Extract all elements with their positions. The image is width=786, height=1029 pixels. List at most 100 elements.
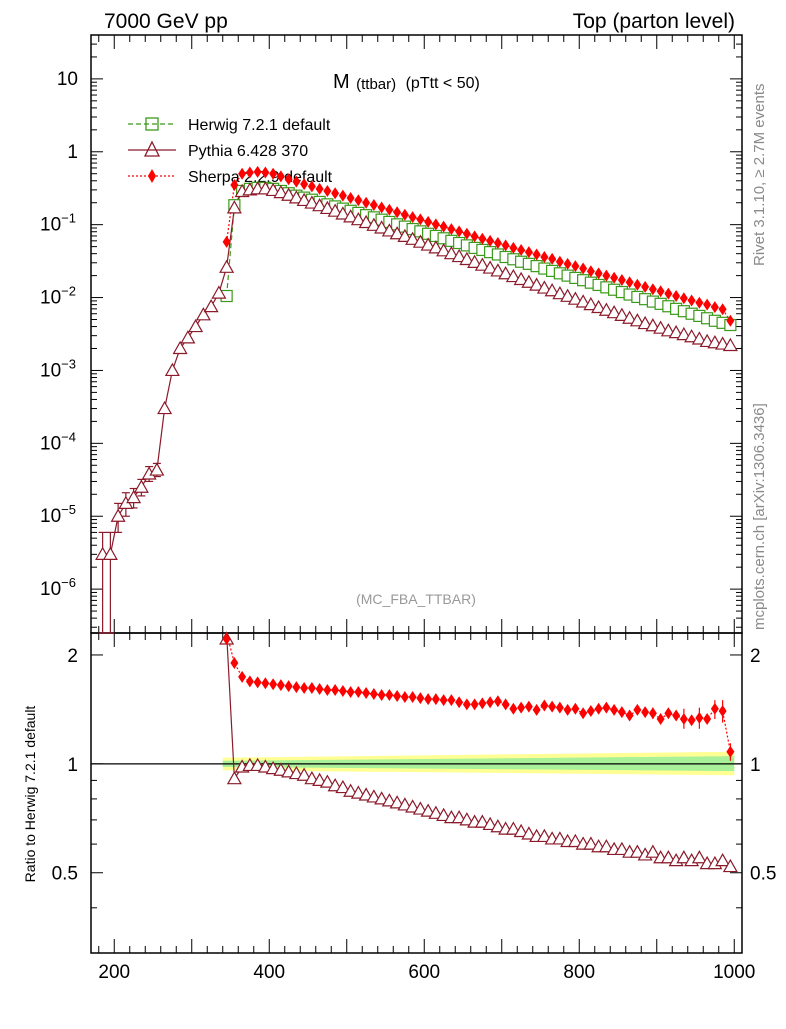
plot-title-sub: (ttbar) [356, 76, 396, 93]
main-y-tick-label: 10−1 [40, 211, 76, 236]
sherpa-ratio-point [726, 745, 735, 758]
header-left: 7000 GeV pp [104, 10, 228, 33]
sherpa-ratio-point [431, 693, 440, 706]
ratio-y-tick-label-right: 0.5 [750, 864, 776, 885]
sherpa-point [362, 196, 371, 209]
sherpa-point [292, 175, 301, 188]
sherpa-point [338, 189, 347, 202]
pythia-point [467, 254, 483, 268]
pythia-point [102, 546, 118, 560]
main-y-tick-label-base: 10 [40, 215, 61, 236]
sherpa-point [563, 257, 572, 270]
pythia-point [474, 257, 490, 271]
pythia-point [381, 223, 397, 237]
pythia-point [188, 318, 204, 333]
pythia-point [629, 313, 645, 327]
sherpa-point [648, 283, 657, 296]
sherpa-ratio-point [276, 679, 285, 692]
sherpa-ratio-point [455, 696, 464, 709]
sherpa-point [416, 213, 425, 226]
sherpa-ratio-point [633, 703, 642, 716]
sherpa-point [710, 301, 719, 314]
pythia-ratio-point [451, 809, 467, 824]
pythia-point [684, 329, 700, 343]
pythia-point [614, 307, 630, 321]
pythia-ratio-point [552, 831, 568, 845]
sherpa-point [703, 298, 712, 311]
header-right: Top (parton level) [573, 10, 735, 33]
sherpa-point [617, 274, 626, 287]
sherpa-point [726, 314, 735, 327]
pythia-point [575, 294, 591, 308]
pythia-point [366, 217, 382, 231]
pythia-point [420, 237, 436, 251]
pythia-point [126, 489, 142, 504]
sherpa-point [509, 241, 518, 254]
main-y-tick-label-exp: −4 [61, 429, 76, 444]
sherpa-ratio-point [331, 684, 340, 697]
sherpa-point [377, 201, 386, 214]
plot-title: M (ttbar) (pTtt < 50) [333, 71, 480, 93]
legend-herwig-marker [145, 117, 159, 131]
sherpa-point [718, 303, 727, 316]
x-tick-label: 600 [408, 962, 440, 983]
sherpa-ratio-point [245, 675, 254, 688]
pythia-point [513, 271, 529, 286]
pythia-point [319, 200, 335, 215]
pythia-point [203, 298, 219, 313]
sherpa-ratio-point [377, 689, 386, 702]
sherpa-point [501, 239, 510, 252]
ratio-y-tick-label-left: 0.5 [52, 864, 78, 885]
pythia-point [722, 337, 738, 352]
pythia-point [389, 226, 405, 240]
pythia-point [195, 307, 211, 321]
ratio-y-tick-label-right: 1 [750, 755, 761, 776]
legend-pythia-marker [143, 140, 161, 157]
main-y-tick-label-exp: −2 [61, 284, 76, 299]
pythia-point [172, 340, 188, 355]
sherpa-ratio-point [338, 684, 347, 697]
sherpa-point [633, 278, 642, 291]
pythia-ratio-point [676, 850, 692, 864]
sherpa-ratio-point [563, 703, 572, 716]
main-y-tick-label-exp: −1 [61, 211, 76, 226]
pythia-point [428, 240, 444, 254]
pythia-point [273, 184, 289, 199]
sherpa-point [586, 265, 595, 278]
plot-title-cut: (pTtt < 50) [406, 75, 480, 92]
pythia-point [482, 260, 498, 274]
sherpa-ratio-point [532, 703, 541, 716]
pythia-point [157, 400, 173, 415]
sherpa-point [424, 215, 433, 228]
pythia-point [443, 245, 459, 260]
sherpa-ratio-point [222, 633, 231, 645]
x-tick-label: 1000 [713, 962, 755, 983]
sherpa-ratio-point [710, 702, 719, 715]
pythia-point [149, 462, 165, 476]
sherpa-point [408, 211, 417, 224]
legend-herwig-label: Herwig 7.2.1 default [188, 117, 331, 134]
main-y-tick-label-base: 10 [40, 579, 61, 600]
sherpa-ratio-point [641, 706, 650, 719]
pythia-point [374, 220, 390, 234]
pythia-point [405, 231, 421, 245]
pythia-ratio-point [319, 774, 335, 788]
sherpa-ratio-point [462, 698, 471, 711]
plot-title-m: M [333, 71, 350, 93]
sherpa-ratio-point [346, 685, 355, 698]
ratio-uncertainty-band [91, 751, 742, 776]
sherpa-point [524, 246, 533, 259]
main-y-tick-label-base: 10 [40, 360, 61, 381]
x-tick-label: 200 [98, 962, 130, 983]
sherpa-point [625, 276, 634, 289]
sherpa-point [486, 234, 495, 247]
pythia-point [653, 320, 669, 334]
sherpa-ratio-point [625, 709, 634, 722]
sherpa-ratio-point [540, 699, 549, 712]
ratio-plot-frame [90, 632, 743, 954]
sherpa-point [354, 194, 363, 207]
sherpa-ratio-point [703, 713, 712, 726]
pythia-ratio-point [374, 791, 390, 805]
pythia-point [637, 315, 653, 330]
